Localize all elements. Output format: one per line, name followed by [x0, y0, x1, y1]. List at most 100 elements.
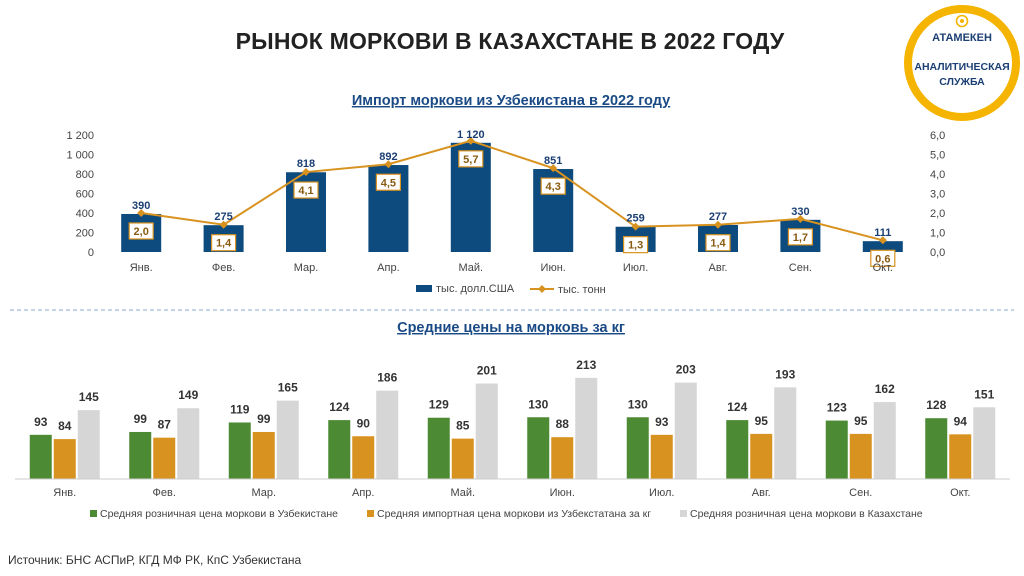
- logo-brand-text: АТАМЕКЕН: [932, 32, 992, 44]
- price-value-label: 95: [755, 414, 769, 428]
- logo-line-3: СЛУЖБА: [939, 76, 985, 88]
- price-value-label: 129: [429, 398, 449, 412]
- legend-label: Средняя розничная цена моркови в Узбекис…: [100, 508, 338, 520]
- import-data-labels: 390 275 818 892 1 120 851 259 277 330 111 2,0 1,4 4,…: [128, 129, 896, 267]
- price-value-label: 99: [134, 412, 148, 426]
- price-value-label: 130: [528, 397, 548, 411]
- price-bar: [527, 417, 550, 479]
- right-tick-label: 6,0: [930, 130, 945, 142]
- volume-value-label: 5,7: [463, 154, 478, 166]
- prices-x-axis: Янв. Фев. Мар. Апр. Май. Июн. Июл. Авг. Сен. Окт.: [15, 478, 1010, 499]
- bar-value-label: 277: [709, 211, 727, 223]
- right-tick-label: 4,0: [930, 169, 945, 181]
- volume-label-box: [705, 234, 731, 252]
- bar-value-label: 1 120: [457, 129, 485, 141]
- source-note: Источник: БНС АСПиР, КГД МФ РК, КпС Узбе…: [8, 553, 302, 567]
- volume-label-box: [622, 236, 649, 254]
- bar-value-label: 259: [626, 213, 644, 225]
- price-value-label: 165: [278, 381, 298, 395]
- import-bars: [121, 142, 903, 252]
- right-tick-label: 5,0: [930, 150, 945, 162]
- price-value-label: 186: [377, 371, 397, 385]
- volume-label-box: [540, 177, 566, 195]
- volume-line: [141, 139, 884, 242]
- price-bar: [849, 433, 872, 479]
- price-bar: [626, 417, 649, 479]
- price-value-label: 203: [676, 363, 696, 377]
- price-value-label: 93: [655, 415, 669, 429]
- month-label: Окт.: [873, 262, 893, 274]
- bar-value-label: 390: [132, 200, 150, 212]
- price-value-label: 124: [727, 400, 747, 414]
- month-label: Янв.: [53, 487, 76, 499]
- legend-label: Средняя розничная цена моркови в Казахст…: [690, 508, 923, 520]
- import-left-axis: 0 200 400 600 800 1 000 1 200: [66, 130, 94, 259]
- price-value-label: 93: [34, 415, 48, 429]
- price-value-label: 119: [230, 402, 250, 416]
- volume-label-box: [375, 173, 401, 191]
- volume-value-label: 4,5: [381, 177, 396, 189]
- price-bar: [153, 437, 176, 479]
- month-label: Сен.: [849, 487, 872, 499]
- price-bar: [427, 417, 450, 479]
- price-value-label: 145: [79, 390, 99, 404]
- import-value-bar: [862, 241, 903, 252]
- left-tick-label: 0: [88, 247, 94, 259]
- volume-point: [384, 160, 393, 169]
- price-value-label: 84: [58, 419, 72, 433]
- price-bar: [177, 408, 200, 479]
- legend-label-bars: тыс. долл.США: [436, 283, 515, 295]
- left-tick-label: 400: [76, 208, 94, 220]
- volume-label-box: [458, 150, 484, 168]
- page-title: РЫНОК МОРКОВИ В КАЗАХСТАНЕ В 2022 ГОДУ: [235, 28, 785, 54]
- volume-point: [878, 236, 887, 245]
- month-label: Фев.: [212, 262, 235, 274]
- volume-value-label: 1,4: [710, 238, 726, 250]
- bar-value-label: 275: [214, 211, 232, 223]
- month-label: Июн.: [550, 487, 575, 499]
- month-label: Апр.: [352, 487, 374, 499]
- import-legend: тыс. долл.США тыс. тонн: [416, 283, 606, 296]
- price-bar: [873, 402, 896, 479]
- price-bar: [228, 422, 251, 479]
- legend-label: Средняя импортная цена моркови из Узбекс…: [377, 508, 651, 520]
- price-value-label: 94: [954, 414, 968, 428]
- month-label: Май.: [458, 262, 483, 274]
- month-label: Авг.: [709, 262, 728, 274]
- import-x-axis: Янв. Фев. Мар. Апр. Май. Июн. Июл. Авг. Сен. Окт.: [130, 262, 893, 274]
- volume-point: [714, 220, 722, 229]
- month-label: Апр.: [377, 262, 399, 274]
- price-bar: [475, 383, 498, 479]
- price-bar: [674, 382, 697, 479]
- price-bar: [451, 438, 474, 479]
- price-bar: [825, 420, 848, 479]
- price-value-label: 130: [628, 397, 648, 411]
- volume-point: [549, 164, 558, 173]
- price-bar: [29, 434, 52, 479]
- volume-value-label: 4,1: [298, 185, 313, 197]
- volume-value-label: 1,7: [793, 232, 808, 244]
- right-tick-label: 3,0: [930, 189, 945, 201]
- price-value-label: 124: [329, 400, 349, 414]
- right-tick-label: 0,0: [930, 247, 945, 259]
- price-bars: 93 84 145 99 87 149 119 99 165 124 90 186 129 85 201 13…: [29, 358, 996, 479]
- price-value-label: 99: [257, 412, 271, 426]
- price-value-label: 90: [357, 416, 371, 430]
- volume-value-label: 1,3: [628, 240, 643, 252]
- price-value-label: 149: [178, 388, 198, 402]
- legend-swatch: [367, 510, 374, 517]
- month-label: Май.: [450, 487, 475, 499]
- logo-ring: [904, 5, 1020, 121]
- price-bar: [575, 377, 598, 479]
- price-bar: [376, 390, 399, 479]
- price-value-label: 128: [926, 398, 946, 412]
- price-bar: [77, 410, 100, 479]
- legend-swatch: [680, 510, 687, 517]
- logo-line-2: АНАЛИТИЧЕСКАЯ: [914, 61, 1009, 73]
- price-bar: [53, 439, 76, 479]
- left-tick-label: 1 000: [66, 150, 94, 162]
- bar-value-label: 851: [544, 155, 562, 167]
- price-bar: [949, 434, 972, 479]
- import-volume-line: [137, 136, 887, 245]
